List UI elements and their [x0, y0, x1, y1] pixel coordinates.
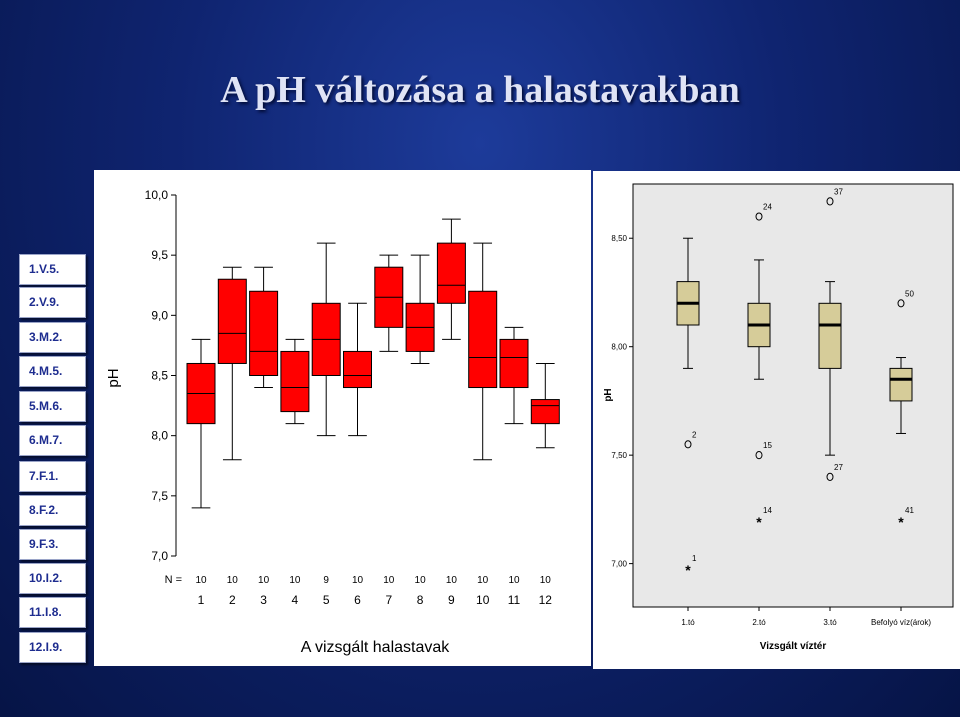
y-tick-label: 7,00: [611, 560, 627, 569]
legend-item-pond-2: 2.V.9.: [19, 287, 86, 318]
y-tick-label: 8,50: [611, 234, 627, 243]
x-axis-title: Vizsgált víztér: [760, 641, 827, 652]
x-tick-label: 1: [198, 593, 205, 607]
n-value: 10: [258, 575, 270, 586]
y-tick-label: 7,50: [611, 451, 627, 460]
box-pond-12: [530, 399, 560, 425]
x-tick-label: 6: [354, 593, 361, 607]
outlier-circle: [826, 197, 834, 206]
x-tick-label: 2: [229, 593, 236, 607]
legend-item-pond-7: 7.F.1.: [19, 461, 86, 492]
boxplot-panel-ponds: 7,0 7,5 8,0 8,5 9,0 9,5 10,0 pH N = 10 1 10 2 10 3 10 4 9…: [94, 170, 591, 666]
outlier-label: 1: [692, 554, 697, 563]
x-tick-label: 9: [448, 593, 455, 607]
n-value: 10: [477, 575, 489, 586]
outlier-circle: [826, 472, 834, 481]
y-tick-label: 9,5: [151, 248, 168, 262]
x-tick-label: 11: [508, 593, 521, 607]
outlier-circle: [684, 440, 692, 449]
n-value: 10: [352, 575, 364, 586]
outlier-label: 27: [834, 463, 843, 472]
slide-title: A pH változása a halastavakban: [220, 69, 740, 111]
n-value: 10: [446, 575, 458, 586]
y-tick-label: 8,00: [611, 343, 627, 352]
boxplot-chart-waterbodies: 7,00 7,50 8,00 8,50 pH 1.tó 2.tó 3.tó Befolyó ví…: [603, 183, 954, 652]
outlier-star: *: [756, 514, 762, 530]
y-axis-title: pH: [105, 368, 122, 387]
boxplot-chart-ponds: 7,0 7,5 8,0 8,5 9,0 9,5 10,0 pH N = 10 1 10 2 10 3 10 4 9…: [105, 188, 560, 656]
box-pond-2: [217, 278, 247, 364]
y-tick-label: 10,0: [145, 188, 169, 202]
outlier-circle: [897, 299, 905, 308]
box-pond-4: [280, 350, 310, 413]
boxplot-panel-waterbodies: 7,00 7,50 8,00 8,50 pH 1.tó 2.tó 3.tó Befolyó ví…: [593, 171, 960, 669]
legend-item-pond-4: 4.M.5.: [19, 356, 86, 387]
n-value: 10: [508, 575, 520, 586]
x-tick-label: 3.tó: [823, 618, 837, 627]
n-value: 10: [540, 575, 552, 586]
outlier-label: 14: [763, 506, 772, 515]
x-axis-title: A vizsgált halastavak: [301, 639, 451, 656]
n-label: N =: [165, 574, 182, 586]
outlier-label: 41: [905, 506, 914, 515]
outlier-circle: [755, 451, 763, 460]
box-pond-6: [343, 350, 372, 389]
box-pond-3: [249, 290, 279, 376]
y-tick-label: 7,0: [151, 549, 168, 563]
y-tick-label: 7,5: [151, 489, 168, 503]
outlier-label: 50: [905, 289, 914, 298]
legend-item-pond-9: 9.F.3.: [19, 529, 86, 560]
y-tick-label: 8,5: [151, 369, 168, 383]
outlier-label: 15: [763, 441, 772, 450]
n-value: 9: [323, 575, 329, 586]
y-tick-label: 9,0: [151, 308, 168, 322]
outlier-star: *: [685, 562, 691, 578]
box-pond-9: [436, 242, 466, 304]
legend-item-pond-1: 1.V.5.: [19, 254, 86, 285]
n-value: 10: [289, 575, 301, 586]
x-tick-label: 5: [323, 593, 330, 607]
x-tick-label: 2.tó: [752, 618, 766, 627]
legend-item-pond-11: 11.I.8.: [19, 597, 86, 628]
n-value: 10: [383, 575, 395, 586]
outlier-label: 24: [763, 203, 772, 212]
outlier-circle: [755, 212, 763, 221]
y-axis-title: pH: [603, 388, 614, 401]
box-waterbody-3: [818, 302, 842, 369]
x-tick-label: 10: [476, 593, 490, 607]
y-tick-label: 8,0: [151, 429, 168, 443]
x-tick-label: 4: [292, 593, 299, 607]
x-tick-label: 12: [539, 593, 553, 607]
x-tick-label: 8: [417, 593, 424, 607]
outlier-star: *: [898, 514, 904, 530]
legend-item-pond-10: 10.I.2.: [19, 563, 86, 594]
box-pond-10: [468, 290, 498, 389]
n-value: 10: [195, 575, 207, 586]
x-tick-label: 1.tó: [681, 618, 695, 627]
n-value: 10: [227, 575, 239, 586]
legend-item-pond-5: 5.M.6.: [19, 391, 86, 422]
legend-item-pond-6: 6.M.7.: [19, 425, 86, 456]
legend-item-pond-8: 8.F.2.: [19, 495, 86, 526]
outlier-label: 2: [692, 430, 697, 439]
x-tick-label: 7: [385, 593, 392, 607]
box-pond-11: [499, 338, 529, 389]
x-tick-label: 3: [260, 593, 267, 607]
legend-item-pond-3: 3.M.2.: [19, 322, 86, 353]
box-waterbody-4: [889, 367, 913, 402]
legend-item-pond-12: 12.I.9.: [19, 632, 86, 663]
n-value: 10: [415, 575, 427, 586]
outlier-label: 37: [834, 187, 843, 196]
x-tick-label: Befolyó víz(árok): [871, 618, 931, 627]
